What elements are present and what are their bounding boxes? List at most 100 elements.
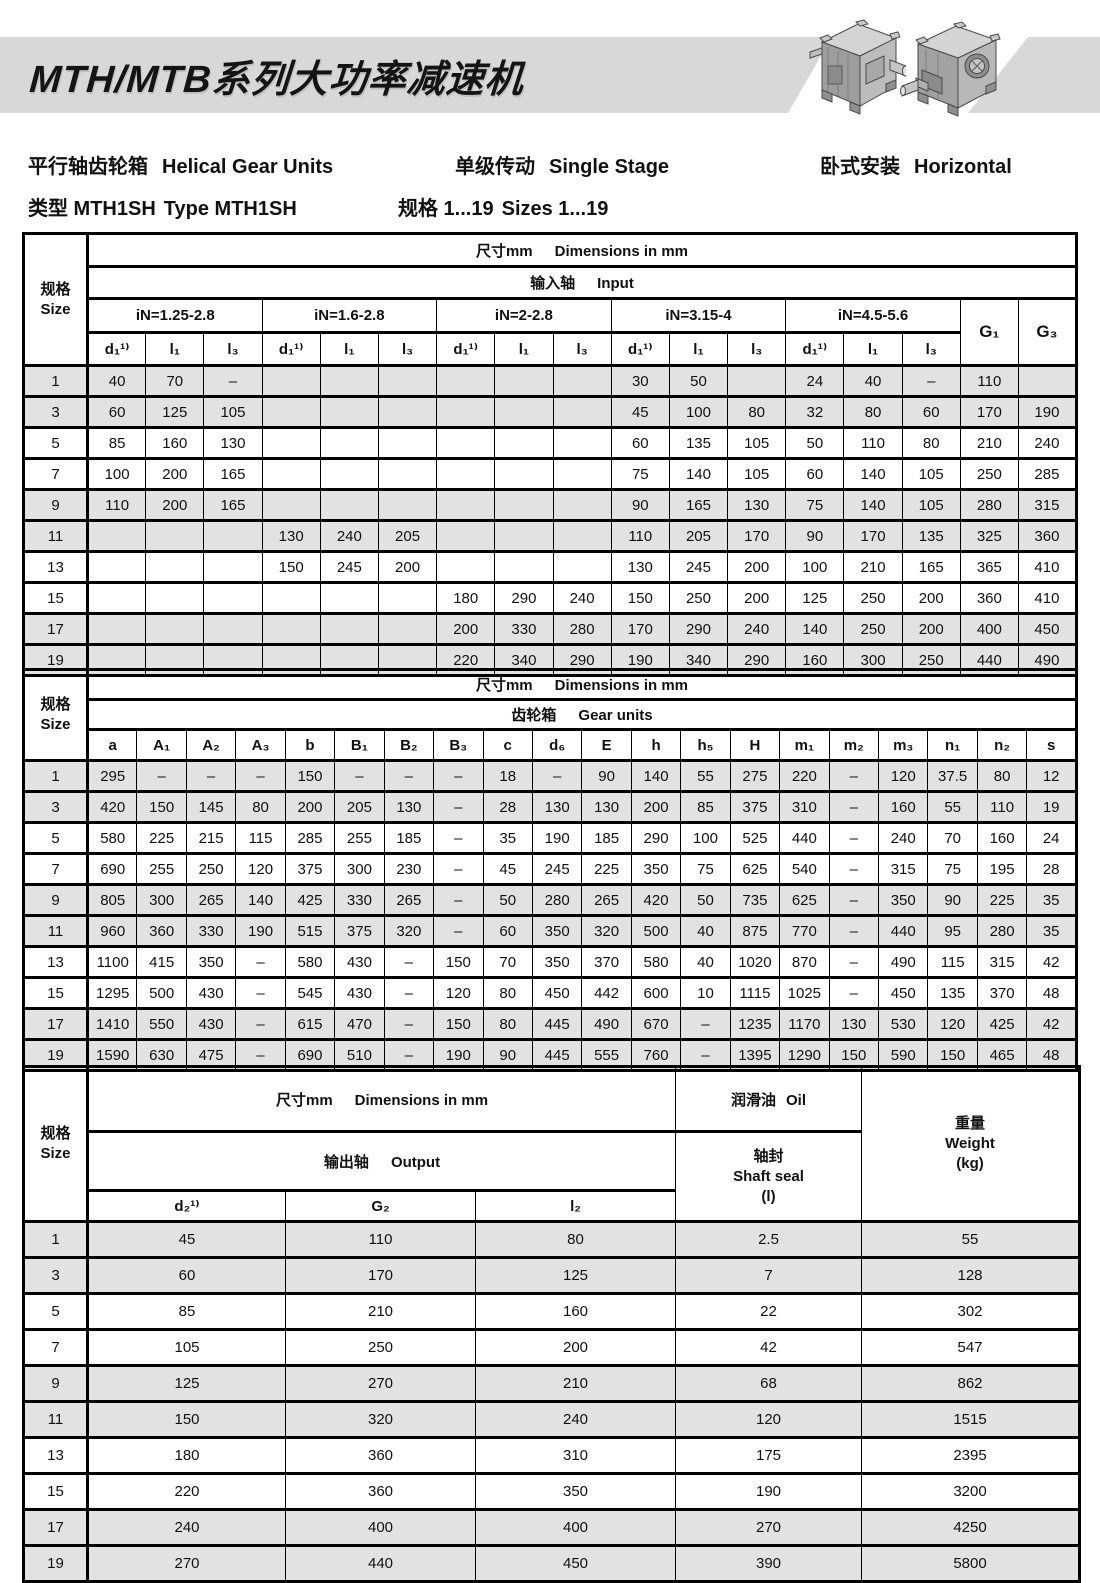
dimension-cell: 145 — [185, 790, 237, 824]
dimension-cell: 430 — [185, 1007, 237, 1041]
dimension-cell: 200 — [474, 1328, 677, 1367]
gear-units-table: 规格 Size 尺寸mm Dimensions in mm 齿轮箱 Gear uni… — [22, 668, 1078, 1072]
column-header: d₁¹⁾ — [86, 331, 147, 367]
dimension-cell: 150 — [284, 759, 336, 793]
dimension-cell — [319, 426, 379, 460]
dimension-cell: 75 — [680, 852, 731, 886]
dimension-cell: 85 — [87, 1292, 286, 1331]
row-size-label: 7 — [23, 852, 89, 886]
table-row: 5 85 210 160 22 302 — [23, 1292, 1081, 1331]
dimension-cell: 105 — [901, 488, 961, 522]
table-row: 13 180 360 310 175 2395 — [23, 1436, 1081, 1475]
column-header: n₂ — [976, 728, 1028, 762]
dimension-cell: 400 — [474, 1508, 677, 1547]
dimension-cell: 130 — [531, 790, 583, 824]
size-header: 规格 Size — [23, 232, 89, 367]
dimension-cell: 450 — [877, 976, 929, 1010]
dimension-cell: 140 — [630, 759, 682, 793]
dimension-cell — [552, 519, 612, 553]
dimension-cell: 120 — [877, 759, 929, 793]
dimension-cell: 42 — [675, 1328, 863, 1367]
dimension-cell: 80 — [474, 1220, 677, 1259]
dimensions-header: 尺寸mm Dimensions in mm — [86, 1065, 677, 1133]
banner-band — [0, 37, 832, 113]
dimension-cell: 60 — [901, 395, 961, 429]
row-size-label: 3 — [23, 395, 89, 429]
dimension-cell: 48 — [1026, 976, 1077, 1010]
column-header: H — [729, 728, 781, 762]
dimension-cell — [261, 488, 321, 522]
dimension-cell: 170 — [727, 519, 787, 553]
dimension-cell: 580 — [630, 945, 682, 979]
dimension-cell: 60 — [785, 457, 845, 491]
dimension-cell: 862 — [861, 1364, 1081, 1403]
dimension-cell: 240 — [87, 1508, 286, 1547]
dimension-cell: 165 — [901, 550, 961, 584]
input-shaft-header: 输入轴 Input — [87, 265, 1077, 300]
column-header: B₁ — [334, 728, 385, 762]
subtitle-en: Single Stage — [549, 156, 670, 178]
dimension-cell: 200 — [145, 488, 205, 522]
output-table-wrap: 规格 Size 尺寸mm Dimensions in mm 润滑油 Oil 重量 W… — [22, 1065, 1082, 1583]
row-size-label: 9 — [23, 1364, 89, 1403]
dimension-cell: 4250 — [861, 1508, 1081, 1547]
dimension-cell: 110 — [86, 488, 147, 522]
dimension-cell: – — [531, 759, 583, 793]
gear-table-body: 1 295– – –150– – –18–90 140 55 275 220–120 37.5 80 1… — [23, 759, 1077, 1072]
dimension-cell: 450 — [531, 976, 583, 1010]
dimension-cell: 190 — [531, 821, 583, 855]
dimension-cell — [86, 581, 147, 615]
dimension-cell: 330 — [185, 914, 237, 948]
dimension-cell — [86, 519, 147, 553]
dimension-cell: 28 — [482, 790, 533, 824]
subtitle-en: Horizontal — [914, 156, 1012, 178]
dimension-cell: 870 — [779, 945, 830, 979]
dimension-cell: 60 — [87, 1256, 286, 1295]
dimension-cell: 370 — [976, 976, 1028, 1010]
column-header: l₃ — [203, 331, 263, 367]
column-header: d₂¹⁾ — [87, 1189, 286, 1223]
dimension-cell: 80 — [482, 976, 533, 1010]
dimension-cell — [261, 426, 321, 460]
column-header-row: d₁¹⁾ l₁ l₃ d₁¹⁾ l₁ l₃ d₁¹⁾ l₁ l₃ d₁¹⁾ l₁ l₃ d₁¹⁾ l₁ l₃ — [24, 331, 1077, 367]
table-row: 3 60 125 105 45 100 80 32 80 60 170 190 — [23, 395, 1078, 429]
row-size-label: 17 — [23, 612, 89, 646]
dimension-cell: 330 — [334, 883, 385, 917]
subtitle-single-stage: 单级传动 Single Stage — [455, 150, 669, 179]
row-size-label: 15 — [23, 1472, 89, 1511]
table-row: 9 110 200 165 90 165 130 75 140 105 280 315 — [23, 488, 1078, 522]
dimension-cell: 500 — [630, 914, 682, 948]
dimension-cell — [1017, 364, 1078, 398]
dimension-cell — [145, 581, 205, 615]
subtitle-zh: 卧式安装 — [820, 156, 900, 178]
dimension-cell: 255 — [334, 821, 385, 855]
dimension-cell: 625 — [779, 883, 830, 917]
dimension-cell: 265 — [581, 883, 632, 917]
dimension-cell — [494, 364, 554, 398]
dimension-cell: 420 — [630, 883, 682, 917]
dimension-cell: 250 — [185, 852, 237, 886]
dimension-cell: 40 — [680, 914, 731, 948]
dimension-cell: 37.5 — [927, 759, 978, 793]
column-header: h — [630, 728, 682, 762]
dimension-cell: 105 — [901, 457, 961, 491]
column-header: l₂ — [474, 1189, 677, 1223]
gear-table-wrap: 规格 Size 尺寸mm Dimensions in mm 齿轮箱 Gear uni… — [22, 668, 1078, 1072]
dimension-cell: 360 — [1017, 519, 1078, 553]
dimension-cell: 135 — [901, 519, 961, 553]
table-row: 7 105 250 200 42 547 — [23, 1328, 1081, 1367]
dimension-cell: 625 — [729, 852, 781, 886]
dimension-cell: 210 — [959, 426, 1019, 460]
column-header: B₃ — [433, 728, 484, 762]
dimension-cell — [145, 550, 205, 584]
dimension-cell: 1515 — [861, 1400, 1081, 1439]
dimension-cell: 270 — [285, 1364, 476, 1403]
dimension-cell: – — [383, 1007, 435, 1041]
dimension-cell: 425 — [284, 883, 336, 917]
dimension-cell: 150 — [610, 581, 670, 615]
row-size-label: 13 — [23, 550, 89, 584]
dimension-cell: 165 — [203, 457, 263, 491]
dimension-cell: – — [235, 945, 286, 979]
dimension-cell — [436, 395, 496, 429]
column-header: d₁¹⁾ — [436, 331, 496, 367]
